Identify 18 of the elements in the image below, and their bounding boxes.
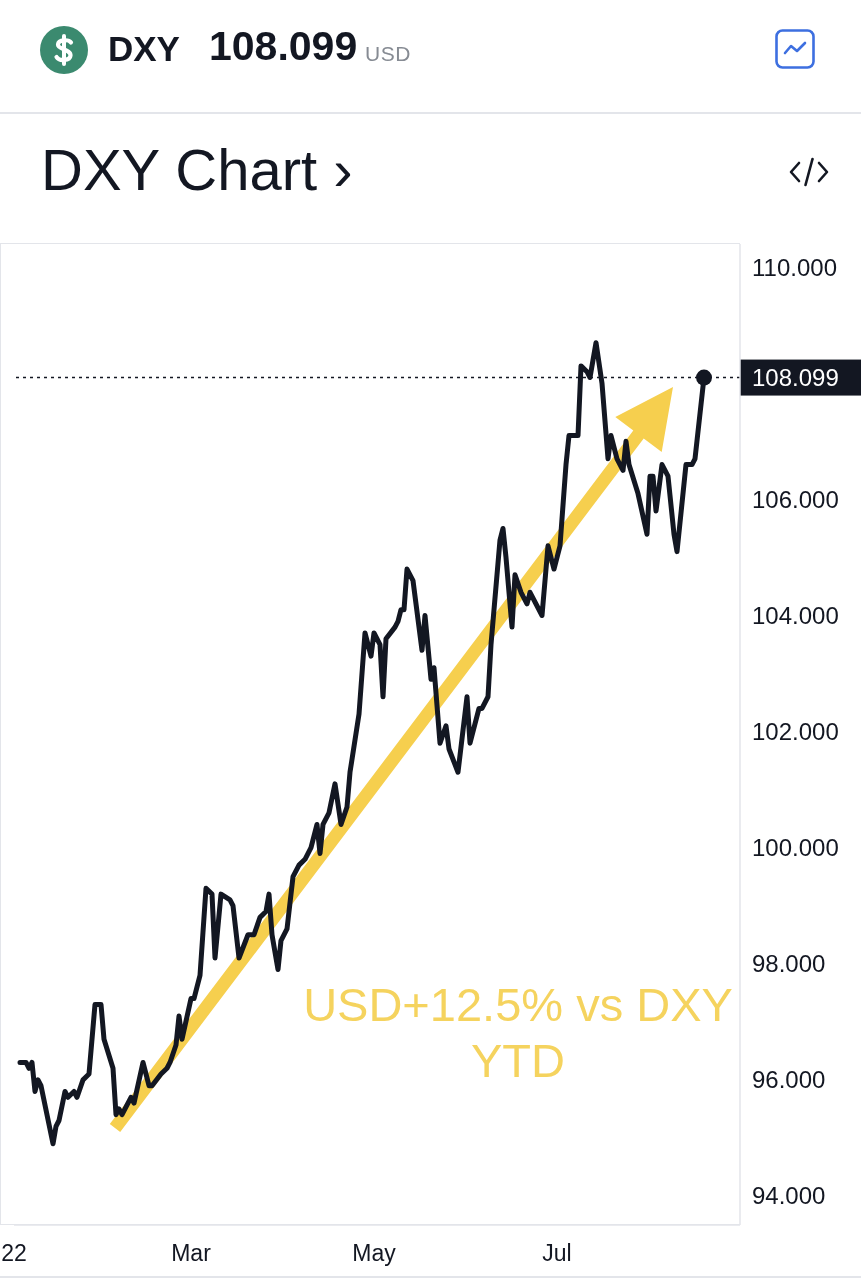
y-tick-label: 110.000 (752, 253, 837, 281)
y-tick-label: 104.000 (752, 602, 839, 630)
chart-title: DXY Chart › (41, 137, 353, 202)
x-tick-label: Jul (542, 1240, 572, 1267)
x-tick-label: 22 (1, 1240, 27, 1267)
text: DXY (108, 29, 180, 68)
y-tick-label: 94.000 (752, 1182, 826, 1210)
y-tick-label: 106.000 (752, 485, 839, 513)
ref-line-label: 108.099 (752, 364, 839, 392)
annotation: USD+12.5% vs DXY YTD (303, 978, 733, 1087)
y-tick-label: 96.000 (752, 1066, 826, 1094)
x-tick-label: May (352, 1240, 397, 1267)
y-tick-label: 102.000 (752, 718, 839, 746)
text: USD (365, 42, 411, 65)
text: 108.099 (209, 23, 358, 69)
x-tick-label: Mar (171, 1240, 212, 1267)
y-tick-label: 98.000 (752, 950, 826, 978)
y-tick-label: 100.000 (752, 834, 839, 862)
